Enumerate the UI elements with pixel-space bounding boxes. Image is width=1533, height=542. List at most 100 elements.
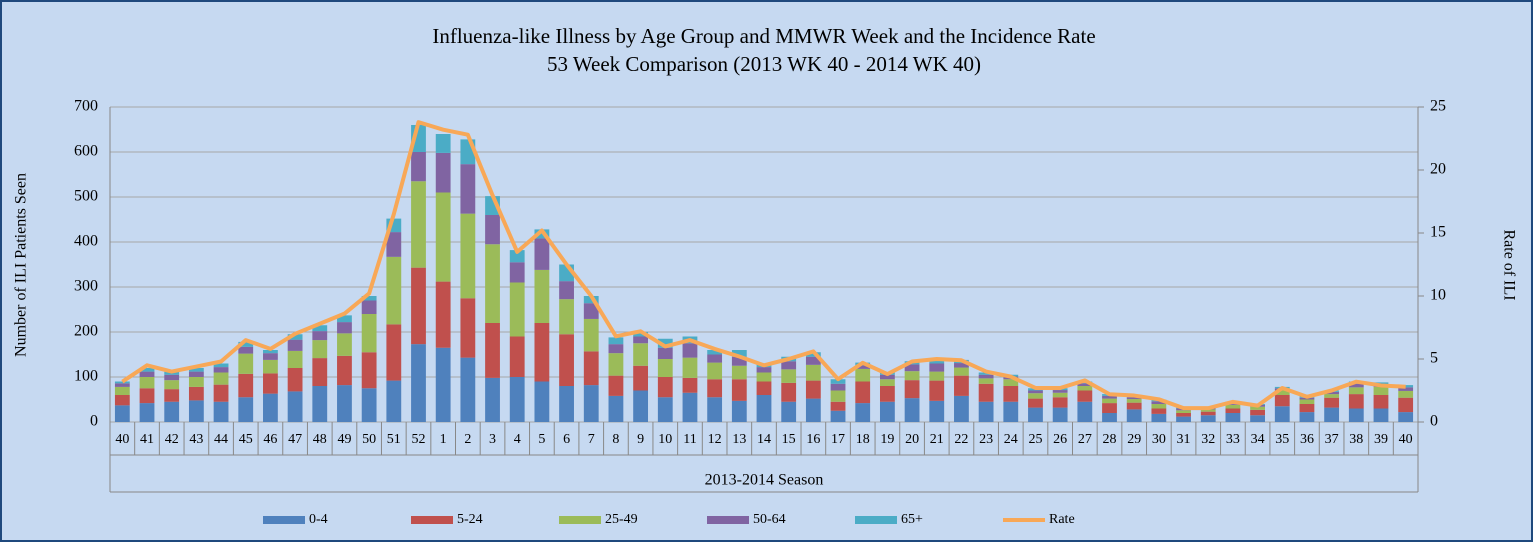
bar-segment: [238, 353, 254, 374]
bar-segment: [1324, 394, 1340, 398]
y-tick-label: 500: [74, 188, 98, 205]
bar-segment: [1151, 404, 1167, 409]
y2-tick-label: 5: [1430, 350, 1438, 367]
bar-segment: [805, 356, 821, 365]
bar-segment: [1398, 387, 1414, 391]
bar-segment: [164, 380, 180, 390]
bar-segment: [855, 365, 871, 369]
bar-segment: [954, 395, 969, 422]
bar-segment: [534, 229, 550, 239]
x-tick-label: 20: [905, 432, 919, 447]
bar-segment: [312, 386, 328, 422]
bar-segment: [534, 381, 550, 422]
bar-segment: [1003, 379, 1019, 386]
chart-title: Influenza-like Illness by Age Group and …: [432, 24, 1095, 48]
x-tick-label: 15: [782, 432, 796, 447]
bar-segment: [1348, 394, 1364, 409]
x-tick-label: 49: [337, 432, 351, 447]
x-tick-label: 3: [489, 432, 496, 447]
y-tick-label: 300: [74, 278, 98, 295]
x-tick-label: 18: [856, 432, 870, 447]
bar-segment: [1373, 408, 1389, 422]
bar-segment: [1398, 390, 1414, 398]
bar-segment: [1052, 390, 1068, 393]
bar-segment: [435, 192, 451, 282]
bar-segment: [1324, 391, 1340, 395]
bar-segment: [1225, 404, 1241, 409]
y-tick-label: 700: [74, 98, 98, 115]
bar-segment: [213, 401, 229, 422]
bar-segment: [411, 152, 426, 182]
bar-segment: [1250, 406, 1265, 410]
x-tick-label: 45: [239, 432, 253, 447]
x-tick-label: 9: [637, 432, 644, 447]
bar-segment: [534, 238, 550, 270]
x-tick-label: 7: [588, 432, 595, 447]
legend-label: 5-24: [457, 512, 483, 527]
bar-segment: [460, 164, 476, 214]
bar-segment: [633, 336, 649, 344]
x-tick-label: 52: [411, 432, 425, 447]
bar-segment: [1028, 407, 1043, 422]
x-axis-title: 2013-2014 Season: [705, 472, 824, 489]
bar-segment: [731, 400, 747, 422]
bar-segment: [386, 380, 402, 422]
legend-swatch: [559, 516, 601, 524]
bar-segment: [830, 383, 846, 391]
bar-segment: [707, 362, 723, 380]
bar-segment: [1151, 408, 1167, 414]
x-tick-label: 44: [214, 432, 228, 447]
bar-segment: [904, 380, 920, 399]
x-tick-label: 39: [1374, 432, 1388, 447]
legend-label: 25-49: [605, 512, 638, 527]
bar-segment: [164, 374, 180, 381]
bar-segment: [1398, 397, 1414, 413]
bar-segment: [657, 347, 673, 359]
bar-segment: [263, 373, 278, 394]
bar-segment: [1176, 413, 1191, 417]
bar-segment: [213, 372, 229, 385]
bar-segment: [509, 282, 525, 337]
bar-segment: [1028, 393, 1043, 399]
legend-label: 0-4: [309, 512, 328, 527]
bar-segment: [805, 364, 821, 381]
x-tick-label: 31: [1177, 432, 1191, 447]
bar-segment: [633, 365, 649, 391]
bar-segment: [139, 368, 155, 372]
bar-segment: [583, 351, 599, 386]
bar-segment: [213, 367, 229, 373]
bar-segment: [559, 281, 574, 300]
bar-segment: [386, 232, 402, 257]
bar-segment: [361, 314, 377, 353]
bar-segment: [781, 401, 797, 422]
x-tick-label: 28: [1103, 432, 1117, 447]
bar-segment: [559, 386, 574, 422]
bar-segment: [1028, 398, 1043, 408]
bar-segment: [1225, 413, 1241, 422]
bar-segment: [731, 356, 747, 366]
legend-swatch: [263, 516, 305, 524]
bar-segment: [1126, 409, 1142, 422]
legend-swatch: [707, 516, 749, 524]
bar-segment: [781, 382, 797, 402]
bar-segment: [287, 350, 303, 368]
bar-segment: [1077, 390, 1093, 402]
x-tick-label: 40: [115, 432, 129, 447]
x-tick-label: 24: [1004, 432, 1018, 447]
bar-segment: [855, 403, 871, 422]
bar-segment: [682, 343, 698, 358]
bar-segment: [904, 398, 920, 422]
bar-segment: [633, 332, 649, 337]
bar-segment: [583, 318, 599, 352]
bar-segment: [1348, 383, 1364, 388]
bar-segment: [830, 379, 846, 384]
bar-segment: [1299, 412, 1315, 422]
x-tick-label: 47: [288, 432, 302, 447]
bar-segment: [608, 344, 624, 354]
bar-segment: [114, 383, 130, 387]
x-tick-label: 48: [313, 432, 327, 447]
bar-segment: [485, 377, 500, 422]
bar-segment: [337, 385, 352, 422]
y2-axis-title: Rate of ILI: [1500, 229, 1517, 300]
bar-segment: [707, 379, 723, 398]
